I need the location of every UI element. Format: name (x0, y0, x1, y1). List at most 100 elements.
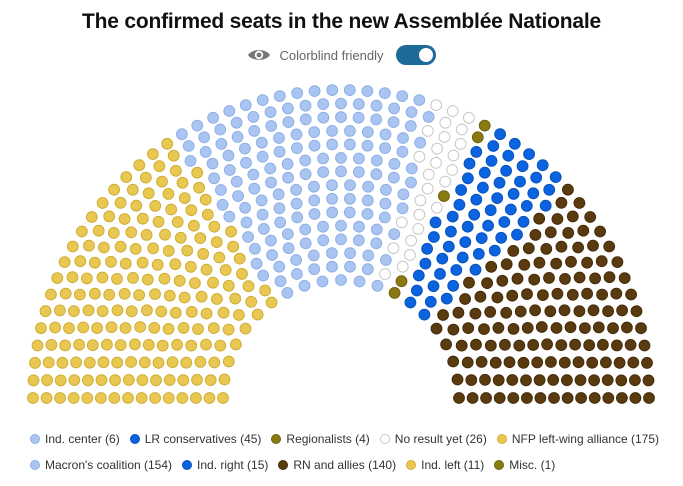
seat-nfp-left-wing-alliance (134, 321, 147, 333)
seat-macron-s-coalition (326, 179, 338, 192)
seat-macron-s-coalition (405, 106, 418, 118)
seat-nfp-left-wing-alliance (140, 229, 153, 241)
seat-rn-and-allies (527, 339, 540, 351)
seat-macron-s-coalition (326, 247, 338, 260)
legend-swatch (30, 460, 40, 470)
seat-macron-s-coalition (361, 263, 374, 276)
legend-item[interactable]: RN and allies (140) (278, 458, 396, 472)
seat-nfp-left-wing-alliance (111, 356, 124, 369)
seat-macron-s-coalition (344, 179, 356, 192)
seat-rn-and-allies (624, 339, 637, 351)
seat-rn-and-allies (607, 322, 619, 335)
seat-macron-s-coalition (361, 194, 374, 207)
legend-swatch (30, 434, 40, 444)
seat-macron-s-coalition (223, 164, 236, 176)
seat-no-result-yet (446, 105, 459, 117)
seat-rn-and-allies (555, 339, 568, 352)
seat-nfp-left-wing-alliance (51, 272, 64, 285)
seat-nfp-left-wing-alliance (211, 293, 223, 305)
seat-macron-s-coalition (255, 194, 268, 207)
seat-rn-and-allies (625, 288, 637, 301)
seat-nfp-left-wing-alliance (141, 273, 154, 286)
seat-rn-and-allies (588, 374, 600, 387)
seat-rn-and-allies (452, 306, 465, 319)
legend-item[interactable]: Regionalists (4) (271, 432, 370, 446)
legend-item[interactable]: LR conservatives (45) (129, 432, 261, 446)
seat-nfp-left-wing-alliance (176, 176, 189, 189)
seat-nfp-left-wing-alliance (63, 322, 75, 335)
seat-rn-and-allies (455, 339, 468, 352)
seat-no-result-yet (439, 116, 452, 129)
seat-macron-s-coalition (239, 99, 252, 112)
seat-nfp-left-wing-alliance (96, 305, 109, 318)
seat-macron-s-coalition (223, 210, 236, 223)
seat-nfp-left-wing-alliance (77, 321, 90, 334)
seat-macron-s-coalition (405, 162, 418, 175)
seat-macron-s-coalition (264, 106, 277, 118)
legend-item[interactable]: NFP left-wing alliance (175) (496, 432, 659, 446)
seat-nfp-left-wing-alliance (138, 356, 151, 369)
seat-rn-and-allies (635, 322, 647, 335)
legend-label: No result yet (26) (394, 432, 487, 446)
legend-swatch (379, 434, 390, 444)
legend-item[interactable]: Macron's coalition (154) (30, 458, 172, 472)
seat-nfp-left-wing-alliance (213, 251, 226, 264)
seat-rn-and-allies (534, 392, 547, 404)
seat-macron-s-coalition (397, 132, 409, 144)
seat-rn-and-allies (629, 374, 641, 387)
seat-macron-s-coalition (317, 111, 330, 124)
seat-macron-s-coalition (248, 182, 261, 195)
seat-macron-s-coalition (353, 275, 366, 288)
seat-ind-right (520, 200, 533, 212)
seat-nfp-left-wing-alliance (81, 272, 93, 285)
seat-ind-right (549, 171, 562, 183)
seat-nfp-left-wing-alliance (101, 338, 113, 351)
seat-nfp-left-wing-alliance (181, 244, 194, 257)
seat-lr-conservatives (463, 157, 476, 170)
seat-rn-and-allies (493, 392, 506, 404)
legend-item[interactable]: Ind. left (11) (406, 458, 484, 472)
seat-ind-center (371, 279, 384, 292)
seat-no-result-yet (454, 138, 467, 150)
seat-rn-and-allies (642, 374, 655, 387)
seat-macron-s-coalition (379, 197, 392, 210)
legend-item[interactable]: Ind. center (6) (30, 432, 120, 446)
seat-macron-s-coalition (273, 145, 286, 158)
seat-rn-and-allies (484, 339, 497, 352)
seat-nfp-left-wing-alliance (142, 187, 155, 200)
seat-macron-s-coalition (191, 119, 204, 132)
seat-nfp-left-wing-alliance (81, 392, 94, 404)
seat-macron-s-coalition (379, 128, 392, 141)
seat-ind-right (418, 308, 431, 321)
legend-swatch (182, 460, 193, 470)
seat-nfp-left-wing-alliance (195, 290, 208, 303)
seat-rn-and-allies (451, 373, 464, 386)
seat-nfp-left-wing-alliance (136, 374, 149, 387)
seat-macron-s-coalition (299, 99, 312, 112)
seat-macron-s-coalition (308, 126, 321, 138)
seat-ind-center (380, 254, 392, 266)
seat-regionalists (438, 190, 450, 202)
seat-rn-and-allies (555, 196, 568, 209)
legend-item[interactable]: Ind. right (15) (182, 458, 268, 472)
colorblind-toggle[interactable] (395, 45, 436, 65)
seat-nfp-left-wing-alliance (185, 306, 198, 318)
legend-item[interactable]: No result yet (26) (379, 432, 487, 446)
seat-lr-conservatives (456, 251, 469, 264)
seat-nfp-left-wing-alliance (91, 322, 103, 335)
seat-rn-and-allies (531, 356, 544, 369)
seat-nfp-left-wing-alliance (66, 271, 79, 284)
seat-nfp-left-wing-alliance (118, 287, 131, 300)
seat-nfp-left-wing-alliance (245, 295, 258, 308)
seat-macron-s-coalition (308, 139, 321, 152)
seat-no-result-yet (438, 131, 451, 143)
seat-macron-s-coalition (257, 269, 270, 282)
seat-ind-center (405, 176, 417, 189)
legend-item[interactable]: Misc. (1) (494, 458, 555, 472)
seat-macron-s-coalition (343, 206, 356, 219)
seat-macron-s-coalition (308, 85, 321, 98)
seat-macron-s-coalition (249, 242, 261, 255)
seat-nfp-left-wing-alliance (184, 260, 197, 273)
seat-macron-s-coalition (361, 126, 374, 138)
seat-lr-conservatives (485, 155, 498, 167)
